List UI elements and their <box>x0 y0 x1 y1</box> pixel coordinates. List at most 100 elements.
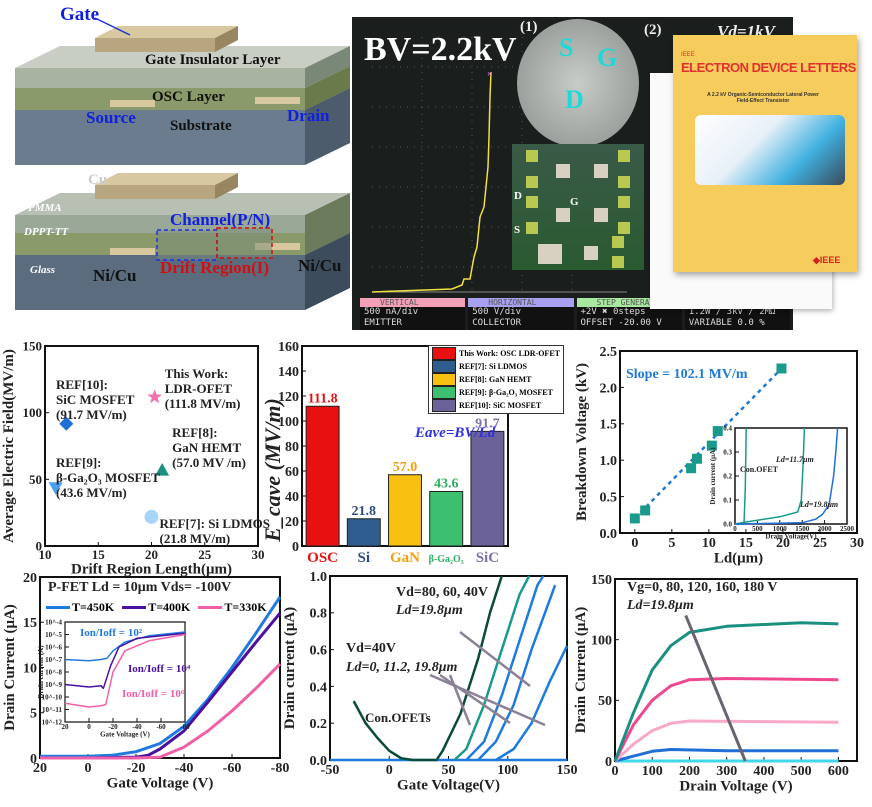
x-tick-label: 20 <box>776 536 790 551</box>
y-tick-label: 10^-6 <box>45 643 62 651</box>
data-point <box>706 440 717 451</box>
x-tick-label: -20 <box>127 761 146 776</box>
y-tick-label: 0.6 <box>310 644 328 659</box>
y-tick-label: 15 <box>23 616 37 631</box>
x-tick-label: -40 <box>132 723 142 731</box>
x-axis-label: Gate Voltage (V) <box>100 731 150 739</box>
legend-swatch <box>432 386 456 399</box>
label-line: REF[9]: <box>56 455 102 470</box>
bottom-device <box>15 173 350 310</box>
data-point <box>59 416 74 431</box>
plot-frame <box>734 427 848 525</box>
x-tick-label: 50 <box>442 763 456 778</box>
x-tick-label: 2500 <box>840 525 855 533</box>
legend-item: T=400K <box>122 600 190 615</box>
y-tick-label: 0.3 <box>723 448 732 456</box>
plot-frame <box>619 350 858 534</box>
x-tick-label: 2000 <box>818 525 833 533</box>
scatter-point-label: REF[7]: Si LDMOS (21.8 MV/m) <box>159 515 271 547</box>
x-axis-label: Ld(μm) <box>714 550 763 566</box>
y-axis-label: Drain current (A) <box>37 645 45 699</box>
bv-label: BV=2.2kV <box>364 31 517 68</box>
inset-ld117-label: Ld=11.7μm <box>776 455 814 464</box>
y-tick-label: 10^-8 <box>45 668 62 676</box>
svg-text:×: × <box>487 69 492 79</box>
legend-swatch <box>432 360 456 373</box>
device-structure-diagram <box>15 17 350 310</box>
y-tick-label: 0.0 <box>600 527 618 542</box>
device-pads-photo: D G S <box>512 144 644 270</box>
inset-series-line <box>734 427 839 525</box>
onoff-450-label: Ion/Ioff = 10² <box>80 627 143 639</box>
legend-label: REF[7]: Si LDMOS <box>459 362 527 371</box>
label-line: REF[7]: Si LDMOS <box>159 515 271 531</box>
y-axis-label: Drain current (μA) <box>709 447 717 505</box>
series-line <box>465 575 545 761</box>
x-tick-label: 30 <box>850 536 864 551</box>
y-tick-label: 100 <box>591 634 612 649</box>
slope-annotation: Slope = 102.1 MV/m <box>626 367 748 382</box>
probe-g-label: G <box>597 43 618 72</box>
label-line: SiC MOSFET <box>56 391 135 407</box>
y-tick-label: 150 <box>591 573 612 588</box>
data-point <box>147 389 162 404</box>
series-line <box>613 677 839 762</box>
y-tick-label: 0 <box>605 755 612 770</box>
x-tick-label: -80 <box>180 723 190 731</box>
annotation-arrow <box>684 614 747 762</box>
legend-label: This Work: OSC LDR-OFET <box>459 349 560 358</box>
legend-label: REF[10]: SiC MOSFET <box>459 401 542 410</box>
y-tick-label: 10^-9 <box>45 681 62 689</box>
legend-swatch <box>432 399 456 412</box>
ld-output-annotation: Ld=19.8μm <box>627 598 694 613</box>
label-line: (57.0 MV /m) <box>172 454 246 470</box>
data-point <box>629 513 640 524</box>
x-tick-label: 20 <box>33 761 47 776</box>
data-point <box>155 463 170 476</box>
y-tick-label: 50 <box>29 472 42 487</box>
x-tick-label: 0 <box>87 723 91 731</box>
x-tick-label: 200 <box>679 764 700 779</box>
legend-label: REF[8]: GaN HEMT <box>459 375 532 384</box>
ld-annotation: Ld=19.8μm <box>396 603 463 618</box>
annotation-arrow <box>429 673 546 727</box>
category-label: SiC <box>476 550 499 566</box>
bar-value-label: 57.0 <box>393 460 418 475</box>
x-tick-label: 15 <box>92 547 106 562</box>
label-line: REF[10]: <box>56 377 108 392</box>
nicu-left-label: Ni/Cu <box>93 266 137 285</box>
drain-label: Drain <box>287 106 330 125</box>
panel-2-label: (2) <box>644 22 662 38</box>
y-tick-label: 1.5 <box>600 418 618 433</box>
scope-line: COLLECTOR <box>472 318 522 328</box>
x-tick-label: 0 <box>85 761 92 776</box>
y-tick-label: 80 <box>285 440 299 455</box>
x-axis-label: Drain Voltage(V) <box>765 533 817 541</box>
y-axis-label: Average Electric Field(MV/m) <box>1 349 17 543</box>
legend-item: This Work: OSC LDR-OFET <box>432 347 560 360</box>
legend-swatch <box>198 606 223 609</box>
inset-ld198-label: Ld=19.8μm <box>800 500 839 509</box>
scope-panel: HORIZONTAL 500 V/div COLLECTOR <box>468 298 574 330</box>
label-line: (111.8 MV/m) <box>164 395 241 411</box>
temperature-legend: T=450K T=400K T=330K <box>46 600 267 615</box>
legend-item: T=450K <box>46 600 114 615</box>
chart: 0 20 40 60 80 100 120 140 160 E_cave (MV/m) 111.8 O… <box>260 340 509 566</box>
scatter-point-label: REF[9]: β-Ga₂O₃ MOSFET (43.6 MV/m) <box>56 455 160 501</box>
scope-line: 500 nA/div <box>364 307 419 317</box>
legend-swatch <box>432 373 456 386</box>
data-point <box>48 482 63 495</box>
series-line <box>495 645 569 762</box>
x-tick-label: 400 <box>753 764 774 779</box>
data-point <box>144 509 159 524</box>
y-tick-label: 40 <box>285 490 299 505</box>
data-point <box>776 363 787 374</box>
y-tick-label: 10^-4 <box>45 618 62 626</box>
legend-item: T=330K <box>198 600 267 615</box>
y-tick-label: 150 <box>23 339 43 354</box>
probe-d-label: D <box>565 85 584 114</box>
substrate-label: Substrate <box>170 118 232 134</box>
data-point <box>692 453 703 464</box>
series-line <box>613 621 839 762</box>
